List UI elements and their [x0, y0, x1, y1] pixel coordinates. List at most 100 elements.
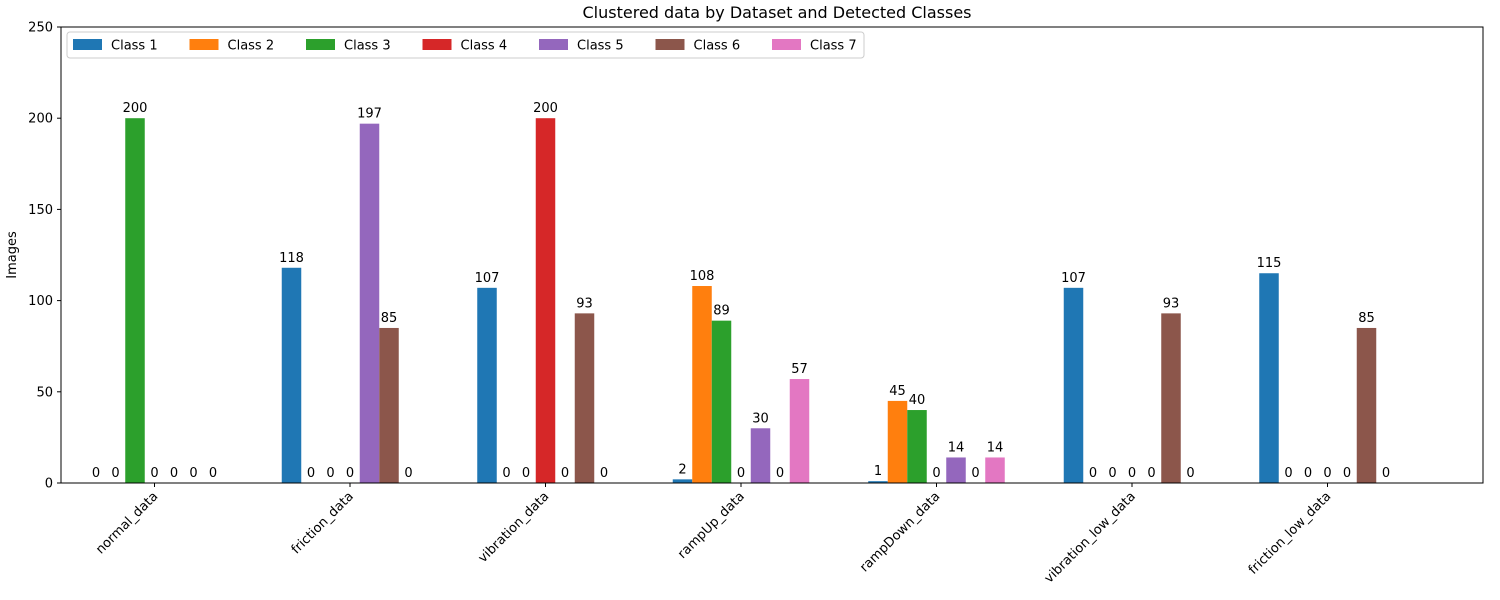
x-tick-label: vibration_low_data — [1042, 489, 1139, 586]
bar-value-label: 14 — [987, 440, 1004, 455]
bar-value-label: 0 — [326, 466, 334, 481]
bar-value-label: 107 — [1061, 271, 1086, 286]
bar-value-label: 0 — [1343, 466, 1351, 481]
bar-value-label: 1 — [874, 464, 882, 479]
legend-swatch — [189, 39, 219, 50]
bar-value-label: 14 — [948, 440, 965, 455]
legend-label: Class 3 — [344, 39, 391, 54]
bar-value-label: 0 — [1108, 466, 1116, 481]
legend-label: Class 4 — [461, 39, 508, 54]
bar-value-label: 0 — [1323, 466, 1331, 481]
legend-label: Class 5 — [577, 39, 624, 54]
x-axis: normal_data friction_data vibration_data ra… — [93, 483, 1334, 586]
bar-value-label: 0 — [346, 466, 354, 481]
y-tick-label: 0 — [45, 477, 53, 492]
x-tick-label: rampUp_data — [675, 489, 748, 562]
bar-value-label: 0 — [737, 466, 745, 481]
y-tick-label: 250 — [28, 21, 53, 36]
bar-value-label: 0 — [502, 466, 510, 481]
bar-value-label: 93 — [1163, 296, 1180, 311]
bar-value-label: 0 — [404, 466, 412, 481]
legend-swatch — [73, 39, 102, 50]
x-tick-label: vibration_data — [476, 489, 553, 566]
legend-entry: Class 5 — [539, 39, 624, 54]
bar — [535, 118, 556, 483]
bar-value-label: 0 — [1284, 466, 1292, 481]
bar-value-label: 85 — [381, 311, 398, 326]
bar — [1356, 327, 1377, 483]
legend-entry: Class 3 — [306, 39, 391, 54]
bar-value-label: 0 — [1128, 466, 1136, 481]
y-tick-label: 100 — [28, 294, 53, 309]
bar — [1161, 313, 1181, 483]
legend-entry: Class 1 — [73, 39, 158, 54]
bar — [789, 379, 810, 483]
legend-label: Class 1 — [111, 39, 158, 54]
bar — [477, 287, 497, 483]
bar — [711, 320, 732, 483]
bar-value-label: 0 — [1089, 466, 1097, 481]
bar — [379, 327, 399, 483]
bar-value-label: 93 — [576, 296, 593, 311]
bar — [125, 118, 145, 483]
y-tick-label: 150 — [28, 203, 53, 218]
y-tick-label: 200 — [28, 112, 53, 127]
bar-value-label: 0 — [1304, 466, 1312, 481]
bar-value-label: 0 — [307, 466, 315, 481]
bar — [672, 479, 693, 483]
bar — [868, 481, 888, 483]
legend: Class 1 Class 2 Class 3 Class 4 Class 5 Class… — [66, 31, 865, 59]
legend-box — [66, 31, 865, 59]
bar-value-label: 0 — [209, 466, 217, 481]
bar-value-label: 0 — [600, 466, 608, 481]
legend-entry: Class 7 — [772, 39, 857, 54]
legend-entry: Class 6 — [655, 39, 740, 54]
bar — [1259, 273, 1279, 483]
bar-value-label: 0 — [1382, 466, 1390, 481]
bar — [281, 267, 302, 483]
bar-value-label: 30 — [752, 411, 769, 426]
bar-value-label: 115 — [1257, 256, 1282, 271]
legend-entry: Class 4 — [422, 39, 508, 54]
bar-value-label: 0 — [776, 466, 784, 481]
bar-value-label: 0 — [170, 466, 178, 481]
legend-swatch — [772, 39, 801, 50]
y-axis: 0 50 100 150 200 250 — [28, 21, 61, 492]
bar — [750, 428, 771, 483]
bar — [907, 410, 927, 483]
x-tick-label: friction_data — [289, 489, 357, 557]
x-tick-label: friction_low_data — [1246, 489, 1334, 577]
bar-value-label: 0 — [1186, 466, 1194, 481]
bar-value-label: 0 — [150, 466, 158, 481]
bar-value-label: 0 — [92, 466, 100, 481]
bar — [946, 457, 966, 483]
bar-value-label: 57 — [791, 362, 808, 377]
legend-swatch — [422, 39, 452, 50]
bar-value-label: 107 — [475, 271, 500, 286]
bar-value-label: 40 — [909, 393, 926, 408]
bar-value-label: 0 — [111, 466, 119, 481]
bar-value-label: 200 — [123, 101, 148, 116]
bar-value-label: 200 — [533, 101, 558, 116]
plot-frame — [60, 26, 1484, 484]
bar-value-label: 0 — [561, 466, 569, 481]
bar — [692, 286, 712, 483]
legend-swatch — [539, 39, 568, 50]
legend-swatch — [655, 39, 685, 50]
bar-value-label: 0 — [1147, 466, 1155, 481]
bar-value-label: 0 — [971, 466, 979, 481]
bar-value-label: 85 — [1358, 311, 1375, 326]
bar — [985, 457, 1005, 483]
bar-value-label: 108 — [690, 269, 715, 284]
legend-label: Class 7 — [810, 39, 857, 54]
legend-entry: Class 2 — [189, 39, 275, 54]
bar-value-label: 0 — [932, 466, 940, 481]
x-tick-label: rampDown_data — [857, 489, 943, 575]
legend-label: Class 2 — [228, 39, 275, 54]
y-axis-label: Images — [5, 231, 20, 279]
bar-value-label: 2 — [678, 462, 686, 477]
bar-value-label: 45 — [889, 384, 906, 399]
legend-swatch — [306, 39, 335, 50]
